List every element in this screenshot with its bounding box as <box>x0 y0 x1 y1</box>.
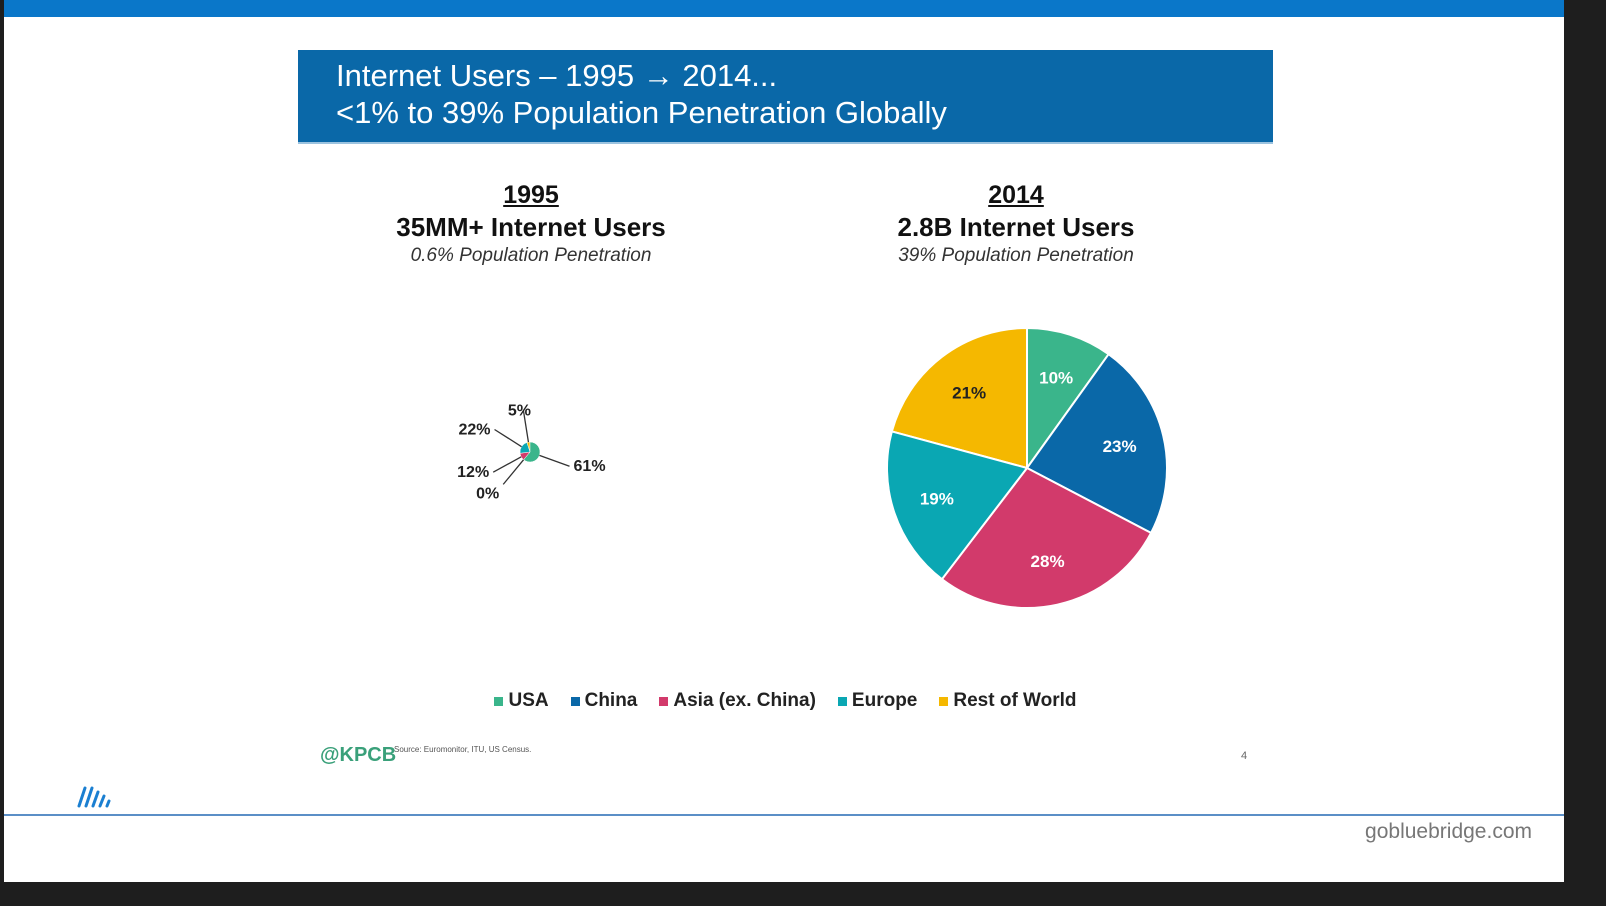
pie-slice-asia-ex-china <box>940 466 1153 609</box>
legend-label: Europe <box>851 690 918 711</box>
leader-line <box>539 454 570 467</box>
top-accent-bar <box>4 0 1564 17</box>
website-label: gobluebridge.com <box>1365 820 1532 843</box>
panel-heading-2014: 2014 2.8B Internet Users 39% Population … <box>816 180 1216 268</box>
pie-slice-rest-of-world <box>890 326 1028 470</box>
leader-line <box>492 456 522 473</box>
slice-data-label: 28% <box>1031 552 1065 571</box>
legend-swatch <box>837 696 847 706</box>
footer-divider <box>4 814 1564 816</box>
slice-data-label: 22% <box>459 421 491 438</box>
legend-item: Rest of World <box>939 690 1077 712</box>
legend-item: Asia (ex. China) <box>659 690 816 712</box>
legend-label: USA <box>508 690 549 711</box>
title-line-1: Internet Users – 1995 → 2014... <box>336 58 778 93</box>
legend-swatch <box>570 696 580 706</box>
legend-label: Rest of World <box>953 690 1077 711</box>
legend-label: China <box>584 690 638 711</box>
legend-swatch <box>494 696 504 706</box>
panel-penetration: 39% Population Penetration <box>898 245 1134 266</box>
slice-data-label: 61% <box>574 458 606 475</box>
pie-slice-usa <box>523 441 541 463</box>
title-line-2: <1% to 39% Population Penetration Global… <box>336 95 947 130</box>
slice-data-label: 19% <box>920 490 954 509</box>
legend-swatch <box>939 696 949 706</box>
page-number: 4 <box>1241 750 1248 762</box>
panel-penetration: 0.6% Population Penetration <box>410 245 652 266</box>
pie-charts: 5% 61% 0% 12% 22% 21% 10% 23% 28% 19% <box>457 326 1168 609</box>
panel-year: 2014 <box>988 181 1044 209</box>
title-banner: Internet Users – 1995 → 2014... <1% to 3… <box>298 50 1273 144</box>
kpcb-brand: @KPCB <box>320 744 397 766</box>
pie-slice-usa <box>1026 326 1110 472</box>
legend-item: China <box>570 690 638 712</box>
leader-line <box>522 410 530 443</box>
slice-data-label: 5% <box>508 403 531 420</box>
slice-data-label: 21% <box>952 383 986 402</box>
legend-swatch <box>659 696 669 706</box>
slice-data-label: 0% <box>476 485 499 502</box>
slice-data-label: 12% <box>457 464 489 481</box>
panel-heading-1995: 1995 35MM+ Internet Users 0.6% Populatio… <box>331 180 731 268</box>
source-note: Source: Euromonitor, ITU, US Census. <box>394 745 532 754</box>
pie-slice-china <box>1025 352 1168 535</box>
chart-legend: USA China Asia (ex. China) Europe Rest of Wo… <box>298 690 1273 712</box>
bluebridge-logo-icon <box>77 786 111 808</box>
leader-line <box>494 428 522 448</box>
legend-item: Europe <box>837 690 918 712</box>
slide-frame: Internet Users – 1995 → 2014... <1% to 3… <box>4 0 1564 882</box>
slice-data-label: 10% <box>1039 368 1073 387</box>
leader-line <box>502 459 525 485</box>
legend-label: Asia (ex. China) <box>673 690 816 711</box>
legend-item: USA <box>494 690 549 712</box>
panel-year: 1995 <box>503 181 559 209</box>
pie-slice-europe <box>886 430 1029 581</box>
panel-users: 35MM+ Internet Users <box>396 212 666 242</box>
panel-users: 2.8B Internet Users <box>897 212 1135 242</box>
slice-data-label: 23% <box>1103 437 1137 456</box>
